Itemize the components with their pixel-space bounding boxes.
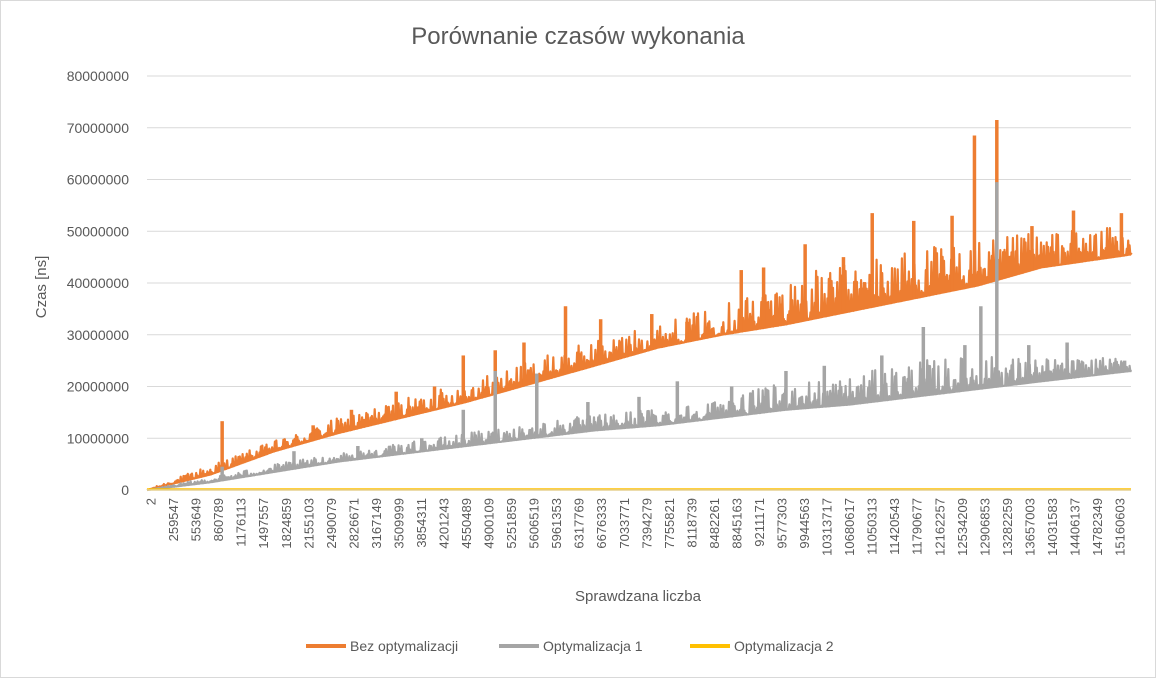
legend-label: Optymalizacja 1 (543, 638, 643, 654)
x-axis-ticks: 2 259547 553649 860789 1176113 1497557 1824859… (144, 498, 1128, 556)
legend: Bez optymalizacji Optymalizacja 1 Optymali… (306, 638, 834, 654)
x-tick-label: 1176113 (234, 498, 249, 547)
x-tick-label: 11420543 (887, 498, 902, 555)
x-tick-label: 11050313 (865, 498, 880, 555)
x-tick-label: 7394279 (639, 498, 654, 549)
x-tick-label: 14406137 (1067, 498, 1082, 556)
x-tick-label: 7033771 (617, 498, 632, 549)
y-tick-label: 0 (121, 482, 129, 498)
x-tick-label: 5961353 (549, 498, 564, 549)
legend-label: Optymalizacja 2 (734, 638, 834, 654)
series-layer (146, 119, 1133, 492)
y-tick-label: 10000000 (67, 430, 130, 446)
legend-item-optymalizacja-1: Optymalizacja 1 (499, 638, 643, 654)
x-tick-label: 4550489 (459, 498, 474, 549)
x-tick-label: 3167149 (369, 498, 384, 549)
y-tick-label: 30000000 (67, 327, 130, 343)
x-tick-label: 259547 (166, 498, 181, 541)
x-tick-label: 5251859 (504, 498, 519, 549)
legend-item-bez-optymalizacji: Bez optymalizacji (306, 638, 458, 654)
x-tick-label: 13657003 (1022, 498, 1037, 556)
x-tick-label: 6676333 (594, 498, 609, 549)
x-tick-label: 15160603 (1113, 498, 1128, 556)
x-tick-label: 1824859 (279, 498, 294, 549)
x-tick-label: 4201243 (437, 498, 452, 549)
x-tick-label: 12534209 (955, 498, 970, 556)
legend-label: Bez optymalizacji (350, 638, 458, 654)
y-tick-label: 50000000 (67, 223, 130, 239)
x-tick-label: 860789 (211, 498, 226, 541)
legend-item-optymalizacja-2: Optymalizacja 2 (690, 638, 834, 654)
x-tick-label: 8118739 (684, 498, 699, 548)
x-tick-label: 2155103 (301, 498, 316, 549)
x-tick-label: 10680617 (842, 498, 857, 556)
x-tick-label: 14782349 (1090, 498, 1105, 556)
x-tick-label: 12906853 (977, 498, 992, 556)
x-tick-label: 11790677 (910, 498, 925, 555)
x-tick-label: 2490079 (324, 498, 339, 549)
x-axis-title: Sprawdzana liczba (575, 588, 702, 605)
x-tick-label: 9944563 (797, 498, 812, 549)
x-tick-label: 4900109 (482, 498, 497, 549)
y-tick-label: 70000000 (67, 120, 130, 136)
series-optymalizacja-1 (146, 182, 1133, 492)
x-tick-label: 2826671 (346, 498, 361, 549)
x-tick-label: 6317769 (572, 498, 587, 549)
y-tick-label: 80000000 (67, 68, 130, 84)
x-tick-label: 8845163 (729, 498, 744, 549)
y-tick-label: 20000000 (67, 379, 130, 395)
x-tick-label: 1497557 (256, 498, 271, 549)
x-tick-label: 3854311 (414, 498, 429, 548)
x-tick-label: 9577303 (775, 498, 790, 549)
chart-title: Porównanie czasów wykonania (411, 23, 745, 50)
x-tick-label: 14031583 (1045, 498, 1060, 556)
x-tick-label: 8482261 (707, 498, 722, 549)
x-tick-label: 3509999 (391, 498, 406, 549)
y-axis-ticks: 0 10000000 20000000 30000000 40000000 5000000… (67, 68, 130, 498)
x-tick-label: 2 (144, 498, 159, 505)
y-tick-label: 40000000 (67, 275, 130, 291)
x-tick-label: 12162257 (932, 498, 947, 556)
x-tick-label: 5606519 (527, 498, 542, 549)
x-tick-label: 9211171 (752, 498, 767, 547)
series-line (146, 227, 1133, 492)
x-tick-label: 7755821 (662, 498, 677, 549)
y-axis-title: Czas [ns] (33, 256, 50, 319)
x-tick-label: 10313717 (820, 498, 835, 556)
x-tick-label: 553649 (189, 498, 204, 541)
x-tick-label: 13282259 (1000, 498, 1015, 556)
y-tick-label: 60000000 (67, 172, 130, 188)
series-bez-optymalizacji (146, 119, 1133, 492)
